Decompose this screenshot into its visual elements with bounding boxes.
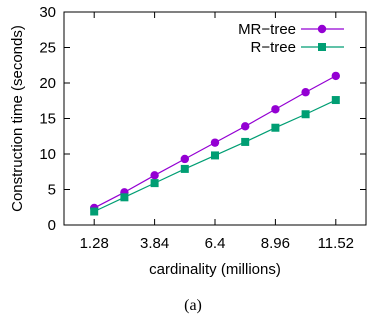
- x-tick-label: 6.4: [205, 235, 226, 252]
- data-point: [271, 123, 280, 132]
- x-tick-label: 1.28: [80, 235, 109, 252]
- data-point: [331, 71, 340, 81]
- data-point: [317, 24, 327, 34]
- x-tick-label: 8.96: [261, 235, 290, 252]
- data-point: [120, 193, 129, 202]
- y-tick-label: 15: [39, 111, 56, 128]
- data-point: [271, 105, 280, 114]
- data-point: [211, 151, 219, 160]
- data-point: [241, 137, 250, 146]
- data-point: [180, 164, 189, 173]
- data-point: [150, 179, 159, 188]
- x-tick-label: 11.52: [318, 235, 354, 252]
- y-tick-label: 20: [39, 75, 56, 92]
- y-tick-label: 5: [48, 182, 56, 199]
- data-point: [150, 171, 159, 180]
- legend-label: R−tree: [251, 39, 296, 56]
- plot-marks: [90, 71, 340, 216]
- data-point: [210, 138, 220, 147]
- data-point: [301, 110, 310, 119]
- data-point: [90, 207, 99, 216]
- data-point: [241, 122, 250, 131]
- y-tick-label: 25: [39, 40, 56, 57]
- x-axis: 1.28 3.84 6.4 8.96 11.52: [80, 12, 354, 252]
- data-point: [318, 43, 326, 51]
- data-point: [331, 96, 340, 105]
- y-axis: 0 5 10 15 20 25 30: [39, 4, 366, 234]
- x-tick-label: 3.84: [140, 235, 169, 252]
- y-tick-label: 0: [48, 217, 56, 234]
- x-axis-label: cardinality (millions): [149, 261, 281, 278]
- y-tick-label: 30: [39, 4, 56, 21]
- legend-label: MR−tree: [238, 21, 296, 38]
- figure-caption: (a): [184, 297, 202, 314]
- y-tick-label: 10: [39, 146, 56, 163]
- y-axis-label: Construction time (seconds): [9, 25, 26, 212]
- data-point: [180, 154, 189, 164]
- data-point: [301, 88, 310, 97]
